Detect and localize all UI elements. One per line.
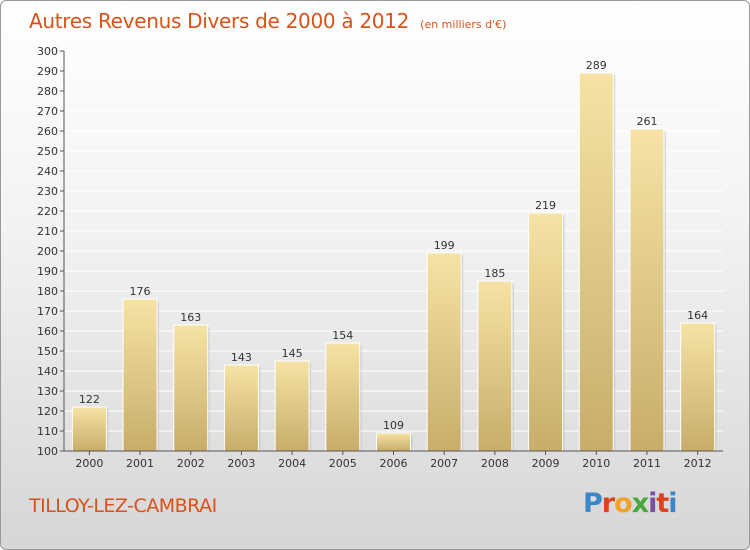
value-label: 154 (332, 329, 353, 342)
value-label: 219 (535, 199, 556, 212)
proxiti-logo[interactable]: Proxiti (583, 488, 678, 519)
x-tick-label: 2010 (582, 457, 610, 470)
y-tick-label: 110 (37, 425, 58, 438)
bar-2002 (173, 324, 209, 452)
x-tick-label: 2000 (75, 457, 103, 470)
value-label: 109 (383, 419, 404, 432)
value-label: 164 (687, 309, 708, 322)
x-tick-label: 2004 (278, 457, 306, 470)
logo-letter: o (614, 488, 633, 519)
logo-letter: t (656, 488, 669, 519)
y-tick-label: 130 (37, 385, 58, 398)
value-label: 185 (484, 267, 505, 280)
logo-letter: x (631, 488, 649, 519)
y-tick-label: 190 (37, 265, 58, 278)
y-tick-label: 270 (37, 105, 58, 118)
bar-2012 (680, 322, 716, 452)
y-tick-label: 150 (37, 345, 58, 358)
value-label: 143 (231, 351, 252, 364)
bar-2009 (528, 212, 564, 452)
y-tick-label: 100 (37, 445, 58, 458)
y-tick-label: 120 (37, 405, 58, 418)
value-label: 199 (434, 239, 455, 252)
y-tick-label: 280 (37, 85, 58, 98)
bar-2008 (477, 280, 513, 452)
chart-subtitle: (en milliers d'€) (420, 18, 507, 31)
axes: 100 110 120 130 140 150 160 170 180 190 200 210 220 2… (37, 45, 723, 470)
y-tick-label: 240 (37, 165, 58, 178)
bar-2007 (426, 252, 462, 452)
x-tick-label: 2003 (227, 457, 255, 470)
x-tick-label: 2009 (532, 457, 560, 470)
y-tick-label: 140 (37, 365, 58, 378)
bar-2001 (122, 298, 158, 452)
x-tick-label: 2008 (481, 457, 509, 470)
city-name: TILLOY-LEZ-CAMBRAI (29, 495, 217, 517)
bar-2000 (71, 406, 107, 452)
value-label: 122 (79, 393, 100, 406)
value-label: 176 (130, 285, 151, 298)
x-tick-label: 2005 (329, 457, 357, 470)
logo-letter: P (583, 488, 603, 519)
title-row: Autres Revenus Divers de 2000 à 2012 (en… (29, 9, 506, 33)
logo-letter: i (668, 488, 677, 519)
bar-2005 (325, 342, 361, 452)
bar-2004 (274, 360, 310, 452)
value-label: 163 (180, 311, 201, 324)
x-tick-label: 2011 (633, 457, 661, 470)
y-tick-label: 180 (37, 285, 58, 298)
y-tick-label: 300 (37, 45, 58, 58)
bar-2006 (376, 432, 411, 452)
x-tick-label: 2002 (177, 457, 205, 470)
bars: 122 176 163 143 145 154 109 199 185 219 289 261 164 (71, 59, 717, 452)
bar-2011 (629, 128, 665, 452)
value-label: 289 (586, 59, 607, 72)
y-tick-label: 210 (37, 225, 58, 238)
x-tick-label: 2001 (126, 457, 154, 470)
value-label: 261 (636, 115, 657, 128)
y-tick-label: 170 (37, 305, 58, 318)
y-tick-label: 260 (37, 125, 58, 138)
y-tick-label: 290 (37, 65, 58, 78)
y-tick-label: 220 (37, 205, 58, 218)
logo-letter: r (601, 488, 615, 519)
x-tick-label: 2007 (430, 457, 458, 470)
bar-2003 (223, 364, 259, 452)
y-tick-label: 160 (37, 325, 58, 338)
x-tick-label: 2006 (380, 457, 408, 470)
bar-2010 (578, 72, 614, 452)
chart-title: Autres Revenus Divers de 2000 à 2012 (29, 9, 410, 33)
value-label: 145 (282, 347, 303, 360)
y-tick-label: 200 (37, 245, 58, 258)
y-tick-label: 250 (37, 145, 58, 158)
logo-letter: i (648, 488, 657, 519)
x-tick-label: 2012 (684, 457, 712, 470)
y-tick-label: 230 (37, 185, 58, 198)
gridlines (64, 50, 723, 452)
